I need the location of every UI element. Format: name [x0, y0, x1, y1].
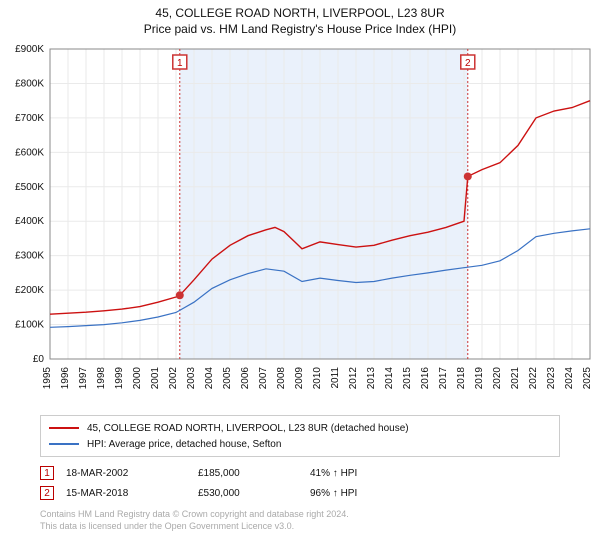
- svg-text:1995: 1995: [42, 367, 53, 390]
- svg-text:2011: 2011: [330, 367, 341, 389]
- svg-text:2017: 2017: [438, 367, 449, 390]
- chart-titles: 45, COLLEGE ROAD NORTH, LIVERPOOL, L23 8…: [0, 0, 600, 39]
- svg-text:2009: 2009: [294, 367, 305, 390]
- transaction-price: £185,000: [198, 468, 298, 479]
- transaction-date: 15-MAR-2018: [66, 488, 186, 499]
- transaction-marker-1: 1: [40, 466, 54, 480]
- svg-text:2015: 2015: [402, 367, 413, 390]
- transaction-delta: 41% ↑ HPI: [310, 468, 430, 479]
- svg-text:1999: 1999: [114, 367, 125, 390]
- svg-text:2018: 2018: [456, 367, 467, 390]
- svg-text:2006: 2006: [240, 367, 251, 390]
- transaction-price: £530,000: [198, 488, 298, 499]
- svg-text:2002: 2002: [168, 367, 179, 390]
- transaction-delta: 96% ↑ HPI: [310, 488, 430, 499]
- svg-text:2001: 2001: [150, 367, 161, 390]
- transaction-row: 2 15-MAR-2018 £530,000 96% ↑ HPI: [40, 483, 560, 503]
- svg-text:2003: 2003: [186, 367, 197, 390]
- chart: £0 £100K £200K £300K £400K £500K £600K £700K £80…: [0, 39, 600, 407]
- legend-label-property: 45, COLLEGE ROAD NORTH, LIVERPOOL, L23 8…: [87, 423, 409, 434]
- svg-text:2: 2: [465, 58, 471, 69]
- svg-text:2020: 2020: [492, 367, 503, 390]
- svg-text:2010: 2010: [312, 367, 323, 390]
- footer: Contains HM Land Registry data © Crown c…: [40, 509, 560, 532]
- svg-text:£600K: £600K: [15, 148, 44, 159]
- svg-text:2024: 2024: [564, 367, 575, 390]
- title-line-2: Price paid vs. HM Land Registry's House …: [0, 22, 600, 38]
- svg-text:2016: 2016: [420, 367, 431, 390]
- svg-text:2014: 2014: [384, 367, 395, 390]
- svg-text:2013: 2013: [366, 367, 377, 390]
- legend-item-property: 45, COLLEGE ROAD NORTH, LIVERPOOL, L23 8…: [49, 420, 551, 436]
- legend-item-hpi: HPI: Average price, detached house, Seft…: [49, 436, 551, 452]
- svg-text:2021: 2021: [510, 367, 521, 390]
- svg-text:£400K: £400K: [15, 216, 44, 227]
- chart-svg: £0 £100K £200K £300K £400K £500K £600K £700K £80…: [0, 39, 600, 407]
- transactions-table: 1 18-MAR-2002 £185,000 41% ↑ HPI 2 15-MA…: [40, 463, 560, 503]
- svg-text:2023: 2023: [546, 367, 557, 390]
- transaction-date: 18-MAR-2002: [66, 468, 186, 479]
- svg-text:2019: 2019: [474, 367, 485, 390]
- legend: 45, COLLEGE ROAD NORTH, LIVERPOOL, L23 8…: [40, 415, 560, 457]
- svg-text:2012: 2012: [348, 367, 359, 390]
- legend-label-hpi: HPI: Average price, detached house, Seft…: [87, 439, 281, 450]
- svg-text:1998: 1998: [96, 367, 107, 390]
- legend-swatch-hpi: [49, 443, 79, 445]
- svg-text:£100K: £100K: [15, 320, 44, 331]
- svg-text:£300K: £300K: [15, 251, 44, 262]
- svg-text:£200K: £200K: [15, 285, 44, 296]
- footer-line-2: This data is licensed under the Open Gov…: [40, 521, 560, 533]
- svg-text:2022: 2022: [528, 367, 539, 390]
- svg-text:2007: 2007: [258, 367, 269, 390]
- svg-text:£700K: £700K: [15, 113, 44, 124]
- svg-text:2004: 2004: [204, 367, 215, 390]
- svg-text:2008: 2008: [276, 367, 287, 390]
- footer-line-1: Contains HM Land Registry data © Crown c…: [40, 509, 560, 521]
- svg-text:1: 1: [177, 58, 183, 69]
- svg-text:£800K: £800K: [15, 79, 44, 90]
- svg-text:1997: 1997: [78, 367, 89, 390]
- legend-swatch-property: [49, 427, 79, 429]
- svg-text:1996: 1996: [60, 367, 71, 390]
- transaction-marker-2: 2: [40, 486, 54, 500]
- svg-text:£0: £0: [33, 354, 45, 365]
- svg-text:2025: 2025: [582, 367, 593, 390]
- svg-text:2005: 2005: [222, 367, 233, 390]
- svg-text:£900K: £900K: [15, 44, 44, 55]
- svg-text:2000: 2000: [132, 367, 143, 390]
- transaction-row: 1 18-MAR-2002 £185,000 41% ↑ HPI: [40, 463, 560, 483]
- title-line-1: 45, COLLEGE ROAD NORTH, LIVERPOOL, L23 8…: [0, 6, 600, 22]
- svg-text:£500K: £500K: [15, 182, 44, 193]
